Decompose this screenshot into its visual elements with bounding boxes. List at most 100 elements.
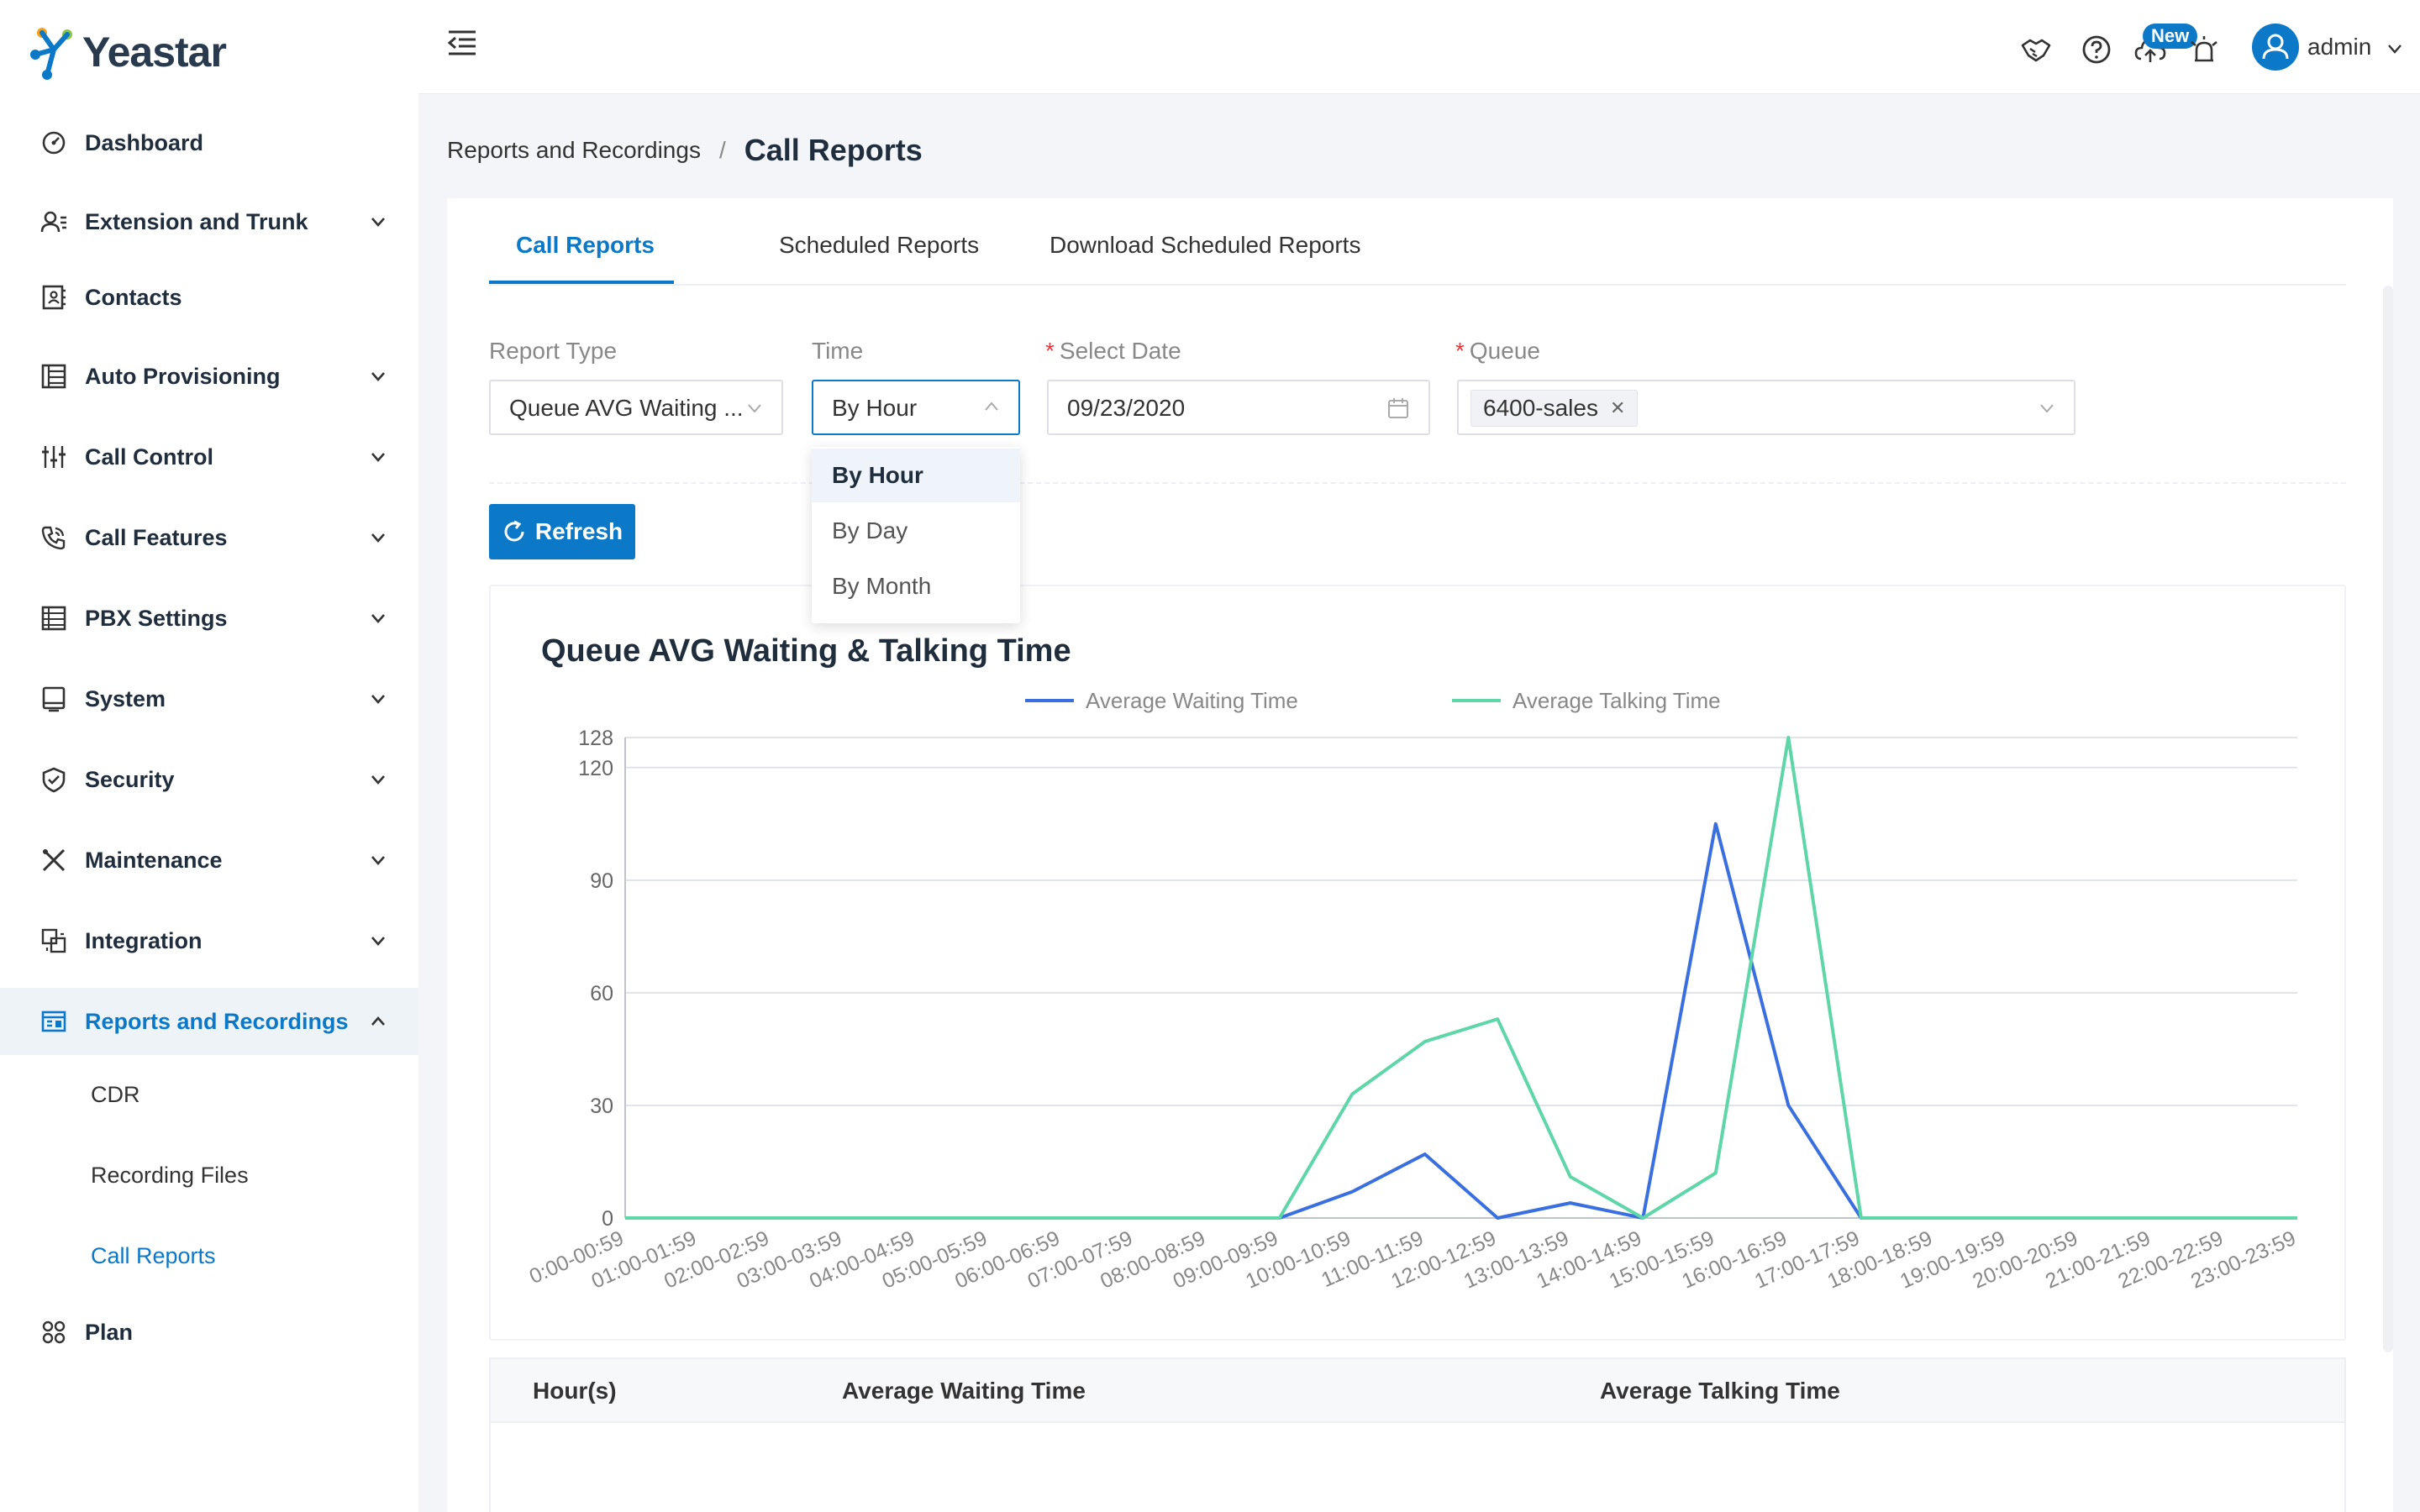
settings-list-icon <box>40 605 67 632</box>
sidebar-item-auto-provisioning[interactable]: Auto Provisioning <box>0 343 418 410</box>
menu-collapse-icon[interactable] <box>447 29 477 57</box>
sidebar-item-call-control[interactable]: Call Control <box>0 423 418 491</box>
sidebar-item-integration[interactable]: Integration <box>0 907 418 974</box>
sidebar-item-label: System <box>85 685 166 711</box>
table-body <box>489 1423 2346 1512</box>
user-name[interactable]: admin <box>2307 34 2372 60</box>
integration-icon <box>40 927 67 954</box>
date-value: 09/23/2020 <box>1067 395 1186 421</box>
time-select[interactable]: By Hour <box>812 380 1020 435</box>
alarm-bell-icon[interactable] <box>2188 34 2220 66</box>
sidebar-item-dashboard[interactable]: Dashboard <box>0 109 418 176</box>
sidebar-item-plan[interactable]: Plan <box>0 1299 418 1366</box>
chevron-down-icon[interactable] <box>2386 40 2403 57</box>
sidebar-item-label: Integration <box>85 927 203 953</box>
queue-select[interactable]: 6400-sales ✕ <box>1457 380 2075 435</box>
sidebar-item-call-features[interactable]: Call Features <box>0 504 418 571</box>
legend-label: Average Waiting Time <box>1086 688 1298 713</box>
sidebar-subitem-cdr[interactable]: CDR <box>0 1065 418 1124</box>
close-icon[interactable]: ✕ <box>1609 397 1626 418</box>
queue-label-text: Queue <box>1469 338 1540 364</box>
sidebar-item-extension-and-trunk[interactable]: Extension and Trunk <box>0 188 418 255</box>
chart-panel: Queue AVG Waiting & Talking Time 0 30 60 90… <box>489 585 2346 1341</box>
y-tick-label: 60 <box>590 982 613 1005</box>
time-value: By Hour <box>832 395 918 421</box>
chevron-up-icon <box>371 1016 385 1026</box>
chart-title: Queue AVG Waiting & Talking Time <box>541 633 1071 669</box>
sidebar-item-contacts[interactable]: Contacts <box>0 264 418 331</box>
contacts-icon <box>40 284 67 311</box>
column-header-avg-waiting[interactable]: Average Waiting Time <box>842 1378 1086 1404</box>
sidebar-item-label: Maintenance <box>85 847 223 873</box>
dashboard-icon <box>40 129 67 156</box>
time-option-by-hour[interactable]: By Hour <box>812 449 1020 502</box>
time-option-by-month[interactable]: By Month <box>832 573 932 599</box>
y-tick-label: 0 <box>602 1207 613 1231</box>
tab-scheduled-reports[interactable]: Scheduled Reports <box>779 232 980 258</box>
sidebar-item-reports-and-recordings[interactable]: Reports and Recordings <box>0 988 418 1055</box>
partner-handshake-icon[interactable] <box>2020 34 2052 66</box>
chevron-down-icon <box>371 533 385 543</box>
chevron-down-icon <box>371 937 385 946</box>
tab-bar: Call Reports Scheduled Reports Download … <box>489 198 2346 286</box>
y-tick-label: 120 <box>578 757 613 780</box>
column-header-hours[interactable]: Hour(s) <box>533 1378 617 1404</box>
chevron-down-icon <box>748 404 761 413</box>
time-label: Time <box>812 338 864 364</box>
sidebar-item-label: Call Control <box>85 444 213 470</box>
time-dropdown-menu: By Hour By Day By Month <box>812 447 1020 623</box>
new-badge: New <box>2143 24 2198 49</box>
report-type-label: Report Type <box>489 338 618 364</box>
column-header-avg-talking[interactable]: Average Talking Time <box>1600 1378 1840 1404</box>
sidebar-item-maintenance[interactable]: Maintenance <box>0 827 418 894</box>
refresh-button[interactable]: Refresh <box>489 504 635 559</box>
calendar-icon <box>1388 398 1408 418</box>
date-picker[interactable]: 09/23/2020 <box>1047 380 1430 435</box>
time-option-by-day[interactable]: By Day <box>832 517 908 543</box>
sidebar-subitem-recording-files[interactable]: Recording Files <box>0 1146 418 1205</box>
brand-logo[interactable]: Yeastar <box>29 22 227 82</box>
table-header: Hour(s) Average Waiting Time Average Tal… <box>489 1357 2346 1423</box>
tab-download-scheduled-reports[interactable]: Download Scheduled Reports <box>1050 232 1361 258</box>
sidebar-subitem-call-reports[interactable]: Call Reports <box>0 1226 418 1285</box>
sidebar-item-label: Plan <box>85 1319 134 1345</box>
line-chart: 03060901201280:00-00:5901:00-01:5902:00-… <box>526 688 2300 1294</box>
help-icon[interactable] <box>2081 34 2112 66</box>
sidebar: Yeastar Dashboard Extension and Trunk Cont… <box>0 0 418 1512</box>
chevron-down-icon <box>371 372 385 381</box>
breadcrumb: Reports and Recordings / Call Reports <box>447 133 923 168</box>
chevron-down-icon <box>371 775 385 785</box>
report-type-value: Queue AVG Waiting ... <box>509 395 744 421</box>
tools-icon <box>40 847 67 874</box>
yeastar-logo-mark <box>30 28 72 80</box>
user-icon <box>2262 34 2289 60</box>
sidebar-item-pbx-settings[interactable]: PBX Settings <box>0 585 418 652</box>
sidebar-item-label: Call Features <box>85 524 228 550</box>
y-tick-label: 90 <box>590 869 613 893</box>
tab-call-reports[interactable]: Call Reports <box>516 232 655 258</box>
scrollbar[interactable] <box>2383 286 2393 1352</box>
chevron-down-icon <box>371 453 385 462</box>
sidebar-subitem-label: Recording Files <box>91 1162 249 1188</box>
avatar[interactable] <box>2252 24 2299 71</box>
phone-icon <box>40 524 67 551</box>
chevron-down-icon <box>371 218 385 227</box>
brand-name: Yeastar <box>82 29 227 76</box>
divider <box>489 482 2346 484</box>
breadcrumb-parent[interactable]: Reports and Recordings <box>447 137 701 163</box>
chevron-up-icon <box>985 402 998 411</box>
users-icon <box>40 208 67 235</box>
chevron-down-icon <box>371 614 385 623</box>
sidebar-item-label: Extension and Trunk <box>85 208 308 234</box>
monitor-icon <box>40 685 67 712</box>
reports-icon <box>40 1008 67 1035</box>
report-type-select[interactable]: Queue AVG Waiting ... <box>489 380 783 435</box>
sidebar-item-security[interactable]: Security <box>0 746 418 813</box>
refresh-label: Refresh <box>534 518 623 544</box>
y-tick-label: 128 <box>578 727 613 750</box>
sidebar-item-label: PBX Settings <box>85 605 228 631</box>
select-date-label-text: Select Date <box>1059 338 1181 364</box>
sidebar-item-system[interactable]: System <box>0 665 418 732</box>
select-date-label: * Select Date <box>1045 338 1181 364</box>
chevron-down-icon <box>2040 404 2054 413</box>
